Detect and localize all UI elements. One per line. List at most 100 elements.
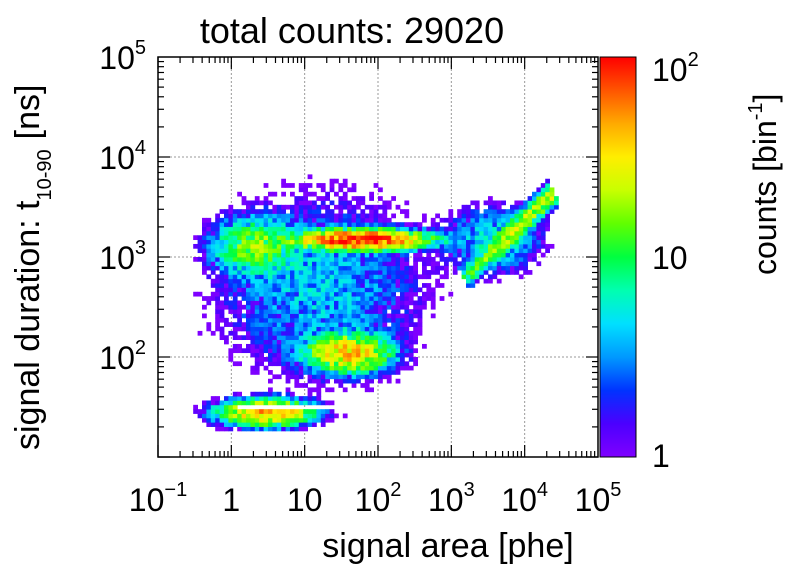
heatmap-cell bbox=[206, 243, 212, 249]
heatmap-cell bbox=[492, 265, 498, 271]
heatmap-cell bbox=[237, 248, 242, 254]
heatmap-cell bbox=[263, 226, 269, 232]
heatmap-cell bbox=[268, 239, 273, 245]
heatmap-cell bbox=[378, 222, 383, 227]
heatmap-cell bbox=[268, 387, 273, 393]
heatmap-cell bbox=[320, 361, 326, 367]
heatmap-cell bbox=[329, 357, 335, 362]
heatmap-cell bbox=[351, 291, 357, 297]
heatmap-cell bbox=[250, 265, 256, 271]
heatmap-cell bbox=[408, 313, 414, 319]
heatmap-cell bbox=[259, 409, 264, 414]
heatmap-cell bbox=[422, 343, 427, 349]
heatmap-cell bbox=[325, 278, 330, 284]
heatmap-cell bbox=[435, 226, 440, 232]
heatmap-cell bbox=[391, 222, 396, 227]
heatmap-cell bbox=[272, 209, 278, 214]
heatmap-cell bbox=[325, 400, 330, 406]
heatmap-cell bbox=[241, 252, 247, 258]
heatmap-cell bbox=[514, 226, 520, 232]
heatmap-cell bbox=[342, 335, 348, 341]
heatmap-cell bbox=[417, 309, 423, 314]
heatmap-cell bbox=[246, 343, 251, 349]
heatmap-cell bbox=[259, 274, 264, 280]
heatmap-cell bbox=[272, 239, 278, 245]
heatmap-cell bbox=[281, 409, 286, 414]
heatmap-cell bbox=[320, 204, 326, 210]
heatmap-cell bbox=[290, 417, 295, 423]
heatmap-cell bbox=[347, 361, 352, 367]
heatmap-cell bbox=[232, 222, 238, 227]
heatmap-cell bbox=[281, 339, 286, 345]
heatmap-cell bbox=[316, 348, 322, 354]
heatmap-cell bbox=[400, 265, 405, 271]
heatmap-cell bbox=[294, 291, 300, 297]
heatmap-cell bbox=[246, 261, 251, 267]
heatmap-cell bbox=[373, 296, 379, 301]
heatmap-cell bbox=[268, 378, 273, 384]
heatmap-cell bbox=[408, 270, 414, 275]
heatmap-cell bbox=[285, 330, 291, 336]
heatmap-cell bbox=[338, 343, 344, 349]
heatmap-cell bbox=[285, 278, 291, 284]
heatmap-cell bbox=[316, 287, 322, 293]
heatmap-cell bbox=[474, 278, 480, 284]
heatmap-cell bbox=[364, 291, 370, 297]
heatmap-cell bbox=[386, 313, 392, 319]
heatmap-cell bbox=[338, 304, 344, 310]
heatmap-cell bbox=[312, 239, 317, 245]
heatmap-cell bbox=[320, 226, 326, 232]
heatmap-cell bbox=[263, 317, 269, 323]
heatmap-cell bbox=[338, 326, 344, 332]
heatmap-cell bbox=[342, 178, 348, 184]
heatmap-cell bbox=[395, 300, 401, 306]
heatmap-cell bbox=[307, 204, 313, 210]
heatmap-cell bbox=[400, 257, 405, 262]
heatmap-cell bbox=[378, 326, 383, 332]
colorbar-tick-label-2: 1 bbox=[652, 438, 670, 474]
heatmap-cell bbox=[281, 322, 286, 327]
heatmap-cell bbox=[400, 209, 405, 214]
heatmap-cell bbox=[364, 270, 370, 275]
heatmap-cell bbox=[369, 339, 374, 345]
heatmap-cell bbox=[325, 417, 330, 423]
heatmap-cell bbox=[395, 274, 401, 280]
heatmap-cell bbox=[290, 391, 295, 397]
heatmap-cell bbox=[474, 230, 480, 236]
heatmap-cell bbox=[488, 217, 493, 223]
heatmap-cell bbox=[316, 383, 322, 388]
heatmap-cell bbox=[382, 243, 388, 249]
heatmap-cell bbox=[549, 243, 555, 249]
heatmap-cell bbox=[408, 283, 414, 288]
heatmap-cell bbox=[417, 317, 423, 323]
heatmap-cell bbox=[290, 413, 295, 419]
heatmap-cell bbox=[373, 291, 379, 297]
heatmap-cell bbox=[518, 209, 524, 214]
heatmap-cell bbox=[417, 252, 423, 258]
heatmap-cell bbox=[325, 222, 330, 227]
heatmap-cell bbox=[474, 222, 480, 227]
heatmap-cell bbox=[435, 213, 440, 219]
heatmap-cell bbox=[488, 196, 493, 201]
heatmap-cell bbox=[505, 243, 511, 249]
heatmap-cell bbox=[400, 304, 405, 310]
heatmap-cell bbox=[316, 339, 322, 345]
heatmap-cell bbox=[193, 257, 198, 262]
heatmap-cell bbox=[329, 387, 335, 393]
heatmap-cell bbox=[254, 361, 260, 367]
heatmap-cell bbox=[294, 222, 300, 227]
heatmap-cell bbox=[263, 348, 269, 354]
heatmap-cell bbox=[334, 274, 339, 280]
heatmap-cell bbox=[307, 248, 313, 254]
heatmap-cell bbox=[488, 239, 493, 245]
heatmap-cell bbox=[320, 335, 326, 341]
heatmap-cell bbox=[294, 352, 300, 358]
heatmap-cell bbox=[290, 257, 295, 262]
heatmap-cell bbox=[303, 400, 308, 406]
heatmap-cell bbox=[254, 243, 260, 249]
heatmap-cell bbox=[272, 296, 278, 301]
heatmap-cell bbox=[395, 317, 401, 323]
heatmap-cell bbox=[215, 326, 220, 332]
heatmap-cell bbox=[386, 261, 392, 267]
heatmap-cell bbox=[303, 322, 308, 327]
